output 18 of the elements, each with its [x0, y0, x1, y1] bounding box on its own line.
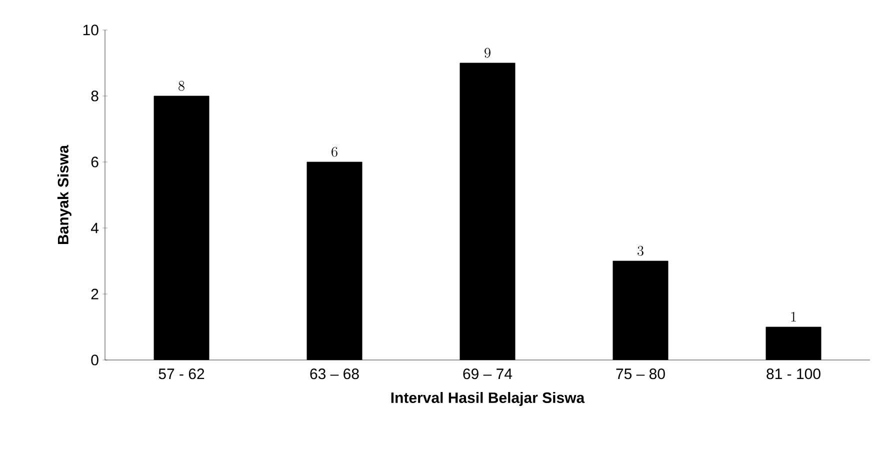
x-axis-title: Interval Hasil Belajar Siswa — [391, 392, 585, 406]
y-tick-label: 6 — [91, 156, 98, 168]
y-tick-label: 2 — [91, 288, 98, 300]
x-tick-label: 81 - 100 — [766, 368, 820, 380]
data-label: 9 — [484, 48, 490, 58]
x-tick-label: 57 - 62 — [158, 368, 204, 380]
x-tick-label: 75 – 80 — [616, 368, 665, 380]
y-tick-label: 0 — [91, 354, 98, 366]
y-axis-title: Banyak Siswa — [57, 144, 72, 244]
data-label: 3 — [638, 246, 644, 256]
x-tick-label: 63 – 68 — [310, 368, 359, 380]
y-tick-label: 4 — [90, 222, 99, 234]
data-label: 8 — [178, 80, 184, 91]
data-label: 1 — [791, 312, 796, 322]
data-label: 6 — [332, 146, 338, 157]
y-tick-label: 10 — [83, 24, 98, 36]
y-tick-label: 8 — [91, 90, 98, 102]
x-tick-label: 69 – 74 — [463, 368, 512, 380]
